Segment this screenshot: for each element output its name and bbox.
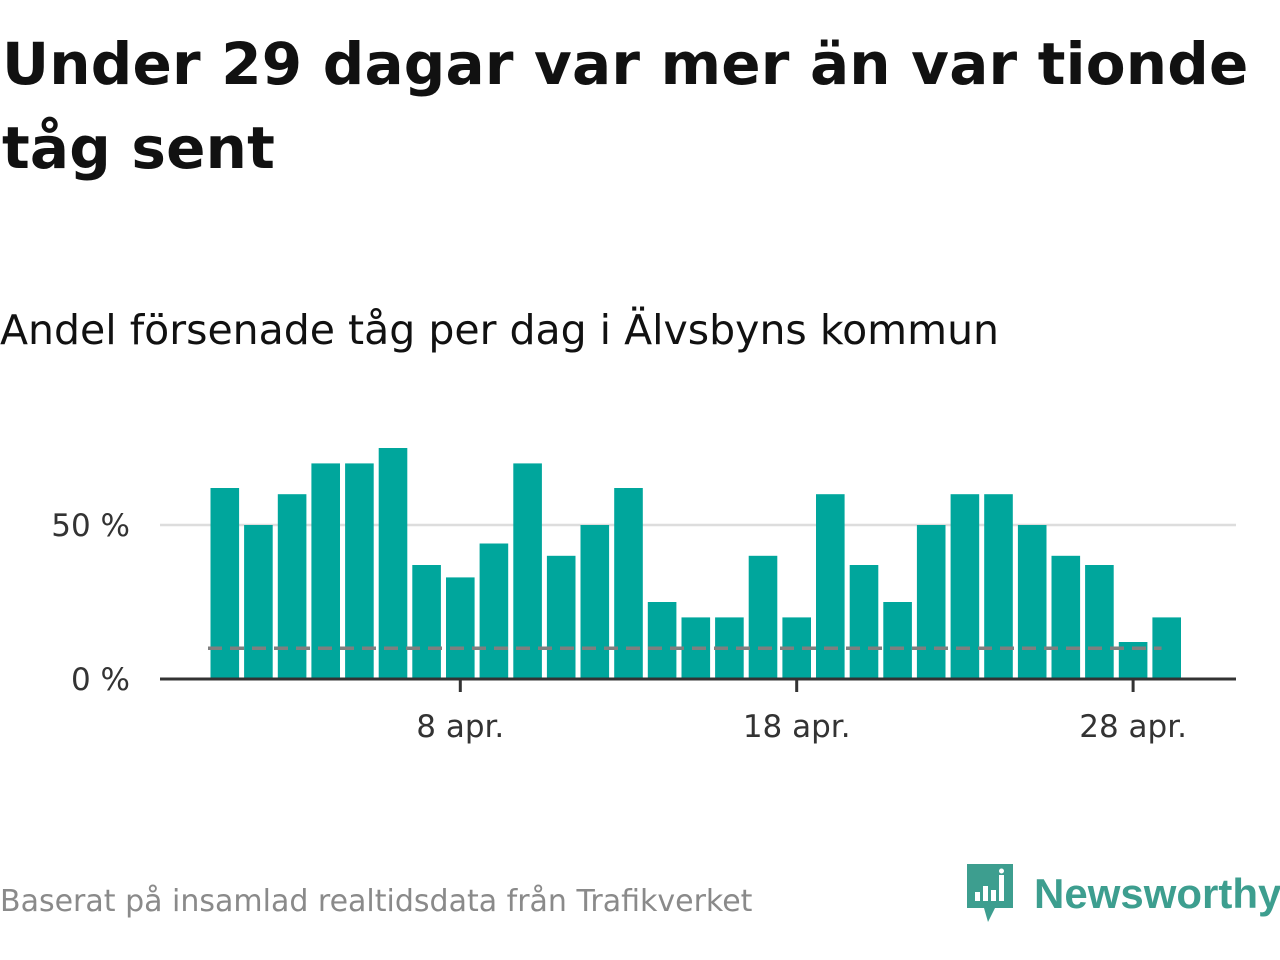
bar [345,463,374,679]
y-tick-label: 0 % [71,662,130,698]
bar [412,565,441,679]
x-tick-label: 18 apr. [743,709,851,745]
bar [647,602,677,679]
axes: 0 % 50 % 8 apr. 18 apr. 28 apr. [51,508,1236,745]
bar [816,494,845,679]
x-tick-label: 28 apr. [1079,709,1187,745]
bar [916,525,946,679]
bar [446,577,475,679]
bar [244,525,273,679]
bar [849,565,879,679]
bar [1085,565,1114,679]
bar [580,525,610,679]
bar [1051,555,1081,679]
brand: Newsworthy [964,862,1280,926]
chart-subtitle: Andel försenade tåg per dag i Älvsbyns k… [0,306,1000,354]
chart-title: Under 29 dagar var mer än var tionde tåg… [2,30,1249,182]
bar [277,494,307,679]
bar [311,463,340,679]
bar [950,494,980,679]
bars [210,448,1181,679]
bar [1017,525,1047,679]
bar [479,543,509,679]
y-tick-label: 50 % [51,508,130,544]
bar [513,463,542,679]
bar [210,488,240,679]
brand-name: Newsworthy [1034,870,1280,917]
newsworthy-logo-icon [967,864,1013,922]
bar [883,602,912,679]
bar [546,555,576,679]
bar [378,448,408,679]
bar [614,488,643,679]
bar [748,555,778,679]
source-note: Baserat på insamlad realtidsdata från Tr… [0,884,753,919]
bar [984,494,1013,679]
x-tick-label: 8 apr. [416,709,504,745]
